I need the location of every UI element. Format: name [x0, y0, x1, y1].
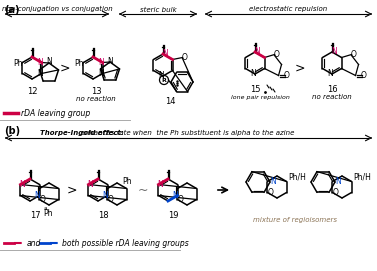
Text: 16: 16	[327, 85, 337, 95]
Text: R: R	[162, 78, 166, 82]
Text: (b): (b)	[4, 126, 20, 136]
Text: N: N	[103, 191, 109, 200]
Text: N: N	[99, 69, 104, 78]
Text: N: N	[38, 58, 43, 67]
Text: O: O	[268, 188, 273, 197]
Text: mixture of regioisomers: mixture of regioisomers	[253, 217, 337, 223]
Text: electrostatic repulsion: electrostatic repulsion	[249, 7, 327, 12]
Text: Ph: Ph	[43, 208, 53, 218]
Text: N: N	[250, 69, 256, 79]
Text: non-conjugation vs conjugation: non-conjugation vs conjugation	[2, 7, 112, 12]
Text: N: N	[162, 50, 168, 59]
Text: N: N	[99, 58, 104, 67]
Text: ~: ~	[138, 183, 148, 196]
Text: N: N	[327, 69, 333, 79]
Text: 15: 15	[250, 85, 260, 95]
Text: N: N	[87, 180, 93, 189]
Text: O: O	[178, 195, 184, 204]
Text: N: N	[158, 72, 164, 80]
Text: 19: 19	[168, 211, 178, 221]
Text: N: N	[46, 57, 52, 66]
Text: O: O	[333, 188, 339, 197]
Text: O: O	[284, 71, 290, 80]
Text: N: N	[158, 180, 163, 189]
Text: 13: 13	[91, 88, 101, 96]
Text: N: N	[20, 180, 25, 189]
Text: N: N	[107, 56, 113, 66]
Text: N: N	[335, 178, 341, 186]
Text: O: O	[360, 71, 366, 80]
Text: N: N	[254, 47, 260, 56]
Text: O: O	[182, 53, 187, 62]
Text: N: N	[173, 191, 178, 200]
Text: steric bulk: steric bulk	[140, 7, 176, 12]
Text: >: >	[295, 62, 305, 75]
Text: 14: 14	[165, 98, 175, 107]
Text: N: N	[331, 47, 337, 56]
Text: no reaction: no reaction	[76, 96, 116, 102]
Text: Ph: Ph	[74, 59, 84, 67]
Text: Ph: Ph	[13, 59, 23, 67]
Text: Thorpe-Ingold effect:: Thorpe-Ingold effect:	[40, 130, 124, 137]
Text: 12: 12	[27, 88, 37, 96]
Text: Ph/H: Ph/H	[353, 173, 371, 182]
Text: >: >	[60, 62, 70, 75]
Text: no reaction: no reaction	[312, 94, 352, 100]
Text: Ph/H: Ph/H	[288, 173, 306, 182]
Text: both possible rDA leaving groups: both possible rDA leaving groups	[62, 238, 189, 247]
Text: >: >	[67, 183, 77, 196]
Text: enhances rate when  the Ph substituent is alpha to the azine: enhances rate when the Ph substituent is…	[76, 130, 294, 137]
Text: 18: 18	[98, 211, 108, 221]
Text: and: and	[27, 238, 41, 247]
Text: N: N	[38, 69, 43, 78]
Text: N: N	[35, 191, 40, 200]
Text: Ph: Ph	[122, 176, 132, 186]
Text: rDA leaving group: rDA leaving group	[21, 108, 90, 118]
Text: 17: 17	[30, 211, 40, 221]
Text: N: N	[270, 178, 276, 186]
Text: (a): (a)	[4, 5, 20, 15]
Text: O: O	[274, 50, 279, 59]
Text: O: O	[107, 195, 113, 204]
Text: lone pair repulsion: lone pair repulsion	[231, 95, 290, 101]
Text: O: O	[40, 195, 45, 204]
Text: a: a	[43, 207, 47, 211]
Text: O: O	[351, 50, 357, 59]
